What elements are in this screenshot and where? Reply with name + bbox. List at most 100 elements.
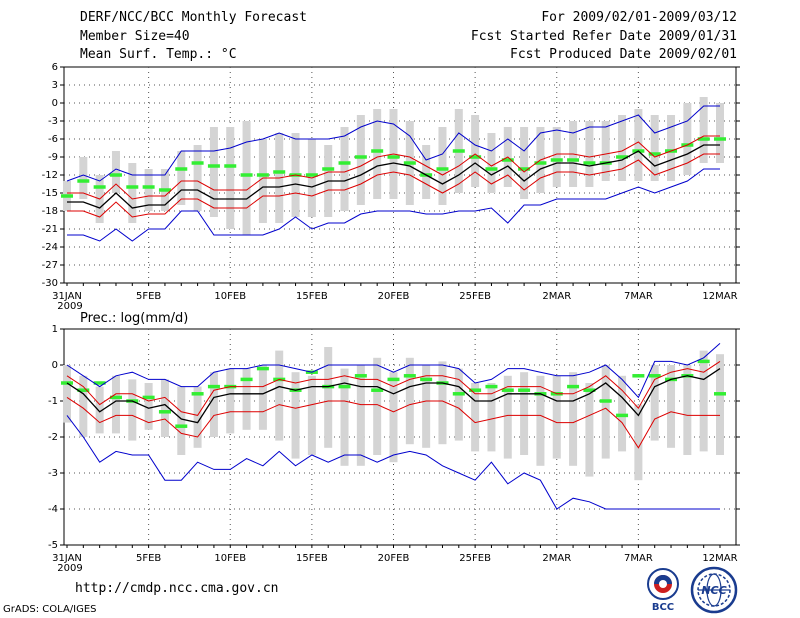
precip-range-bar [520,372,529,455]
temp-range-bar [585,121,594,187]
precip-range-bar [79,375,88,437]
temp-range-bar [487,133,496,193]
precip-xtick-label: 12MAR [702,553,737,564]
temp-ytick-label: -3 [48,116,58,127]
precip-range-bar [128,379,137,441]
precip-range-bar [699,350,708,452]
temp-ytick-label: -18 [42,206,58,217]
precip-xtick-label: 2MAR [542,553,571,564]
temp-range-bar [177,151,186,205]
precip-title: Prec.: log(mm/d) [80,311,188,326]
grads-credit: GrADS: COLA/IGES [3,604,97,615]
precip-year-label: 2009 [57,563,82,574]
temp-year-label: 2009 [57,301,82,312]
precip-range-bar [95,386,104,434]
temp-xtick-label: 20FEB [378,291,410,302]
precip-ytick-label: -2 [48,432,58,443]
temp-range-bar [667,115,676,181]
precip-range-bar [324,347,333,448]
precip-range-bar [667,365,676,448]
precip-ytick-label: -3 [48,468,58,479]
temp-ytick-label: -24 [42,242,58,253]
ncc-logo-text: NCC [701,584,726,597]
precip-range-bar [454,368,463,441]
temp-range-bar [699,97,708,163]
precip-range-bar [144,383,153,430]
precip-range-bar [471,383,480,452]
temp-range-bar [618,115,627,181]
precip-range-bar [569,372,578,466]
temp-xtick-label: 5FEB [136,291,161,302]
precip-range-bar [601,365,610,459]
precip-ytick-label: -1 [48,396,58,407]
member-size: Member Size=40 [80,29,190,44]
precip-range-bar [226,368,235,434]
temp-xtick-label: 7MAR [624,291,653,302]
precip-range-bar [552,375,561,459]
source-url[interactable]: http://cmdp.ncc.cma.gov.cn [75,581,279,596]
temp-range-bar [601,121,610,181]
precip-range-bar [405,357,414,445]
temp-series-spread-upper [67,135,720,200]
precip-series-ensemble-mean [66,368,721,424]
precip-range-bar [242,368,251,430]
variable-label: Mean Surf. Temp.: °C [80,47,237,62]
precip-ytick-label: 0 [52,360,58,371]
precip-xtick-label: 15FEB [296,553,328,564]
temp-series-spread-lower [67,153,720,218]
precip-range-bar [650,365,659,441]
temp-range-bar [258,139,267,223]
precip-series-spread-upper [66,360,721,416]
precip-range-bar [422,365,431,448]
temp-range-bar [716,103,724,163]
temp-xtick-label: 15FEB [296,291,328,302]
precip-range-bar [536,375,545,466]
precip-xtick-label: 10FEB [214,553,246,564]
temp-range-bar [520,127,529,199]
precip-range-bar [160,379,169,437]
precip-series-ensemble-min [66,415,720,510]
forecast-title: DERF/NCC/BCC Monthly Forecast [80,10,307,25]
temp-series-ensemble-max [66,105,720,182]
temp-ytick-label: -9 [48,152,58,163]
bcc-logo-text: BCC [652,602,674,612]
precip-range-bar [340,368,349,466]
temp-range-bar [552,127,561,187]
temp-range-bar [356,115,365,205]
temp-range-bar [438,127,447,205]
precip-range-bar [63,365,71,423]
precip-series-ensemble-max [66,343,721,399]
precip-ytick-label: -5 [48,540,58,551]
temp-ytick-label: -12 [42,170,58,181]
temp-xtick-label: 25FEB [459,291,491,302]
temp-range-bar [471,115,480,187]
temp-range-bar [650,115,659,181]
temp-xtick-label: 12MAR [702,291,737,302]
precip-range-bar [373,357,382,455]
precip-xtick-label: 31JAN [52,553,82,564]
precip-xtick-label: 5FEB [136,553,161,564]
temp-ytick-label: -15 [42,188,58,199]
precip-range-bar [618,375,627,452]
temp-xtick-label: 10FEB [214,291,246,302]
temp-range-bar [422,145,431,199]
temp-ytick-label: -6 [48,134,58,145]
ncc-logo: NCC [690,566,738,614]
temp-range-bar [373,109,382,199]
temp-ytick-label: -21 [42,224,58,235]
temp-range-bar [128,163,137,223]
precip-range-bar [503,375,512,459]
precip-range-bar [307,375,316,455]
precip-range-bar [683,365,692,455]
precip-ytick-label: 1 [52,324,58,335]
precip-range-bar [209,372,218,437]
precip-ytick-label: -4 [48,504,58,515]
precip-xtick-label: 25FEB [459,553,491,564]
temp-range-bar [144,169,153,211]
temp-range-bar [242,121,251,235]
temp-ytick-label: -30 [42,278,58,289]
temp-range-bar [111,151,120,193]
forecast-period: For 2009/02/01-2009/03/12 [541,10,737,25]
temp-xtick-label: 2MAR [542,291,571,302]
precip-range-bar [585,383,594,477]
